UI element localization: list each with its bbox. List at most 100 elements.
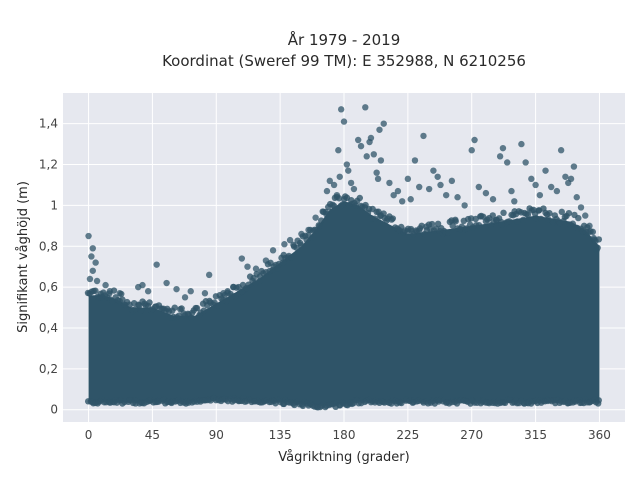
data-point	[201, 290, 209, 297]
y-tick-label: 0,2	[39, 362, 58, 376]
data-point	[102, 281, 109, 289]
data-point	[175, 312, 183, 319]
data-point	[518, 140, 525, 148]
data-point	[356, 194, 363, 202]
data-point	[318, 217, 325, 224]
data-point	[404, 175, 412, 183]
data-point	[286, 236, 294, 244]
x-tick-labels: 0 45 90 135 180 225 270 315 360	[85, 428, 611, 442]
data-point	[418, 222, 425, 230]
data-point	[537, 215, 545, 223]
data-point	[312, 214, 319, 221]
data-point	[88, 253, 95, 260]
data-point	[398, 198, 406, 205]
data-point	[93, 277, 101, 285]
data-point	[496, 153, 504, 160]
x-axis-label: Vågriktning (grader)	[278, 450, 409, 465]
data-point	[389, 215, 397, 222]
data-point	[340, 118, 348, 125]
data-point	[595, 236, 603, 243]
data-point	[116, 290, 123, 297]
x-tick-label: 315	[524, 428, 547, 442]
data-point	[570, 163, 578, 170]
data-point	[448, 177, 456, 185]
y-tick-label: 0	[50, 403, 58, 417]
data-point	[305, 226, 312, 234]
x-tick-label: 135	[269, 428, 292, 442]
data-point	[244, 263, 251, 270]
data-point	[343, 161, 351, 168]
chart-title: År 1979 - 2019	[288, 30, 401, 49]
x-tick-label: 360	[588, 428, 611, 442]
data-point	[347, 179, 355, 187]
data-point	[595, 397, 602, 404]
data-point	[252, 265, 260, 272]
data-point	[582, 212, 589, 219]
data-point	[452, 218, 459, 225]
data-point	[85, 232, 92, 240]
data-point	[362, 104, 369, 111]
data-point	[524, 211, 532, 218]
data-point	[92, 259, 99, 266]
data-point	[335, 147, 342, 154]
data-point	[139, 281, 146, 289]
y-tick-label: 1,2	[39, 158, 58, 172]
data-point	[522, 159, 529, 166]
data-point	[350, 185, 358, 193]
data-point	[380, 120, 387, 127]
data-point	[586, 222, 593, 230]
data-point	[288, 254, 295, 261]
y-tick-label: 0,8	[39, 239, 58, 253]
data-point	[374, 175, 382, 183]
data-point	[475, 221, 483, 229]
data-point	[454, 194, 461, 201]
data-point	[354, 136, 362, 144]
y-tick-label: 1	[50, 198, 58, 212]
data-point	[336, 173, 343, 180]
data-point	[181, 294, 189, 301]
data-point-cloud	[88, 201, 600, 406]
data-points	[84, 104, 603, 411]
data-point	[407, 196, 414, 203]
chart-subtitle: Koordinat (Sweref 99 TM): E 352988, N 62…	[162, 52, 526, 70]
data-point	[434, 173, 441, 180]
data-point	[542, 167, 549, 174]
data-point	[508, 187, 515, 195]
data-point	[178, 305, 185, 312]
data-point	[558, 208, 565, 216]
data-point	[511, 198, 518, 205]
data-point	[593, 247, 600, 254]
data-point	[416, 183, 423, 191]
data-point	[444, 229, 452, 236]
data-point	[163, 279, 170, 287]
data-point	[506, 218, 513, 225]
data-point	[567, 175, 575, 183]
data-point	[224, 288, 231, 295]
data-point	[323, 187, 331, 195]
data-point	[589, 228, 597, 236]
data-point	[309, 234, 316, 241]
data-point	[430, 167, 437, 174]
data-point	[565, 209, 573, 217]
data-point	[468, 147, 475, 154]
x-tick-label: 0	[85, 428, 93, 442]
data-point	[238, 255, 246, 262]
data-point	[363, 153, 370, 160]
data-point	[333, 191, 341, 199]
data-point	[373, 169, 380, 176]
data-point	[230, 283, 237, 291]
data-point	[573, 194, 580, 201]
data-point	[330, 181, 338, 189]
data-point	[577, 204, 585, 211]
data-point	[377, 157, 385, 164]
data-point	[371, 215, 379, 222]
y-axis-label: Signifikant våghöjd (m)	[16, 181, 31, 333]
data-point	[536, 191, 544, 199]
data-point	[434, 220, 442, 228]
data-point	[553, 187, 561, 195]
data-point	[293, 244, 300, 251]
data-point	[171, 304, 178, 311]
y-tick-label: 0,4	[39, 321, 58, 335]
data-point	[489, 212, 496, 219]
data-point	[137, 307, 145, 314]
